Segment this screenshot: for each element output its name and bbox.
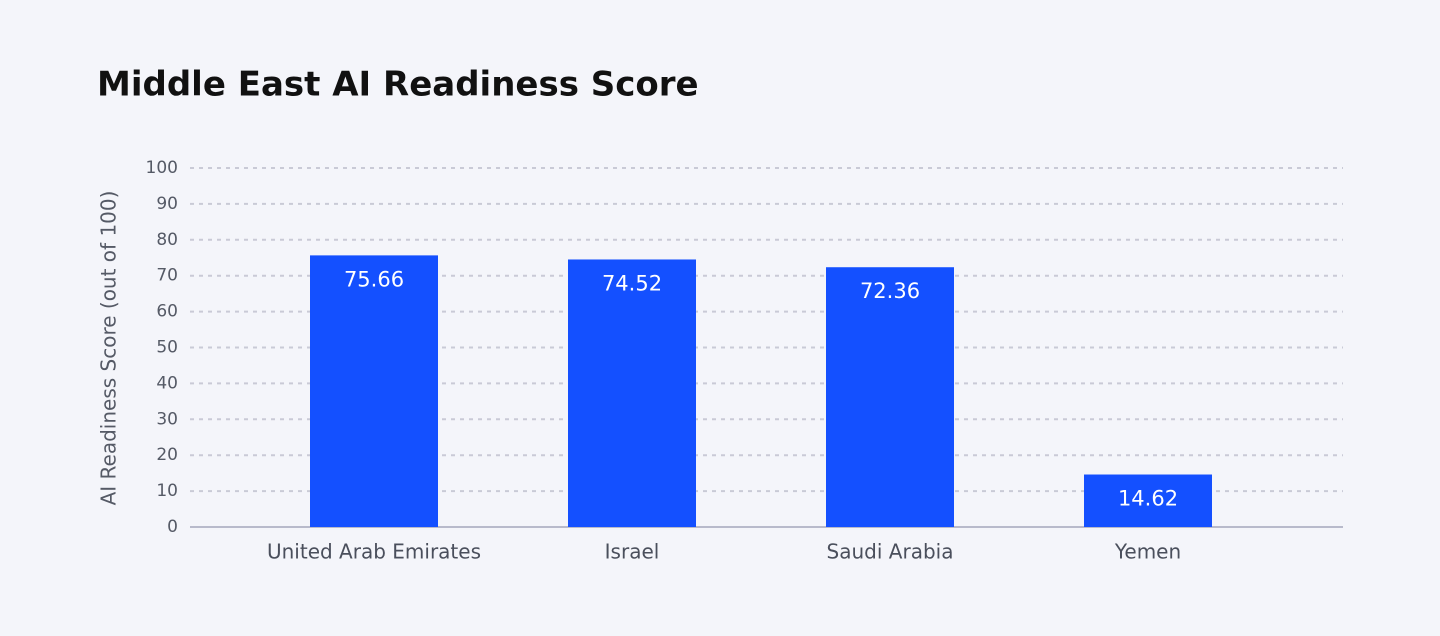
bar [1084, 474, 1212, 527]
value-label: 75.66 [344, 267, 404, 291]
bar [826, 267, 954, 527]
value-label: 14.62 [1118, 487, 1178, 511]
y-tick-label: 30 [156, 409, 178, 429]
value-label: 72.36 [860, 279, 920, 303]
y-tick-label: 50 [156, 338, 178, 358]
y-tick-label: 0 [167, 517, 178, 537]
x-tick-label: United Arab Emirates [267, 540, 481, 564]
x-tick-label: Saudi Arabia [827, 540, 954, 564]
y-tick-label: 10 [156, 481, 178, 501]
chart-title: Middle East AI Readiness Score [97, 65, 699, 105]
x-tick-label: Israel [605, 540, 660, 564]
y-tick-label: 100 [146, 158, 178, 178]
y-tick-label: 80 [156, 230, 178, 250]
y-axis-label: AI Readiness Score (out of 100) [97, 191, 121, 506]
value-label: 74.52 [602, 271, 662, 295]
x-tick-label: Yemen [1114, 540, 1181, 564]
y-tick-label: 90 [156, 194, 178, 214]
y-tick-label: 40 [156, 373, 178, 393]
bar [310, 255, 438, 527]
bar [568, 259, 696, 527]
y-tick-label: 20 [156, 445, 178, 465]
y-tick-label: 60 [156, 302, 178, 322]
y-tick-label: 70 [156, 266, 178, 286]
